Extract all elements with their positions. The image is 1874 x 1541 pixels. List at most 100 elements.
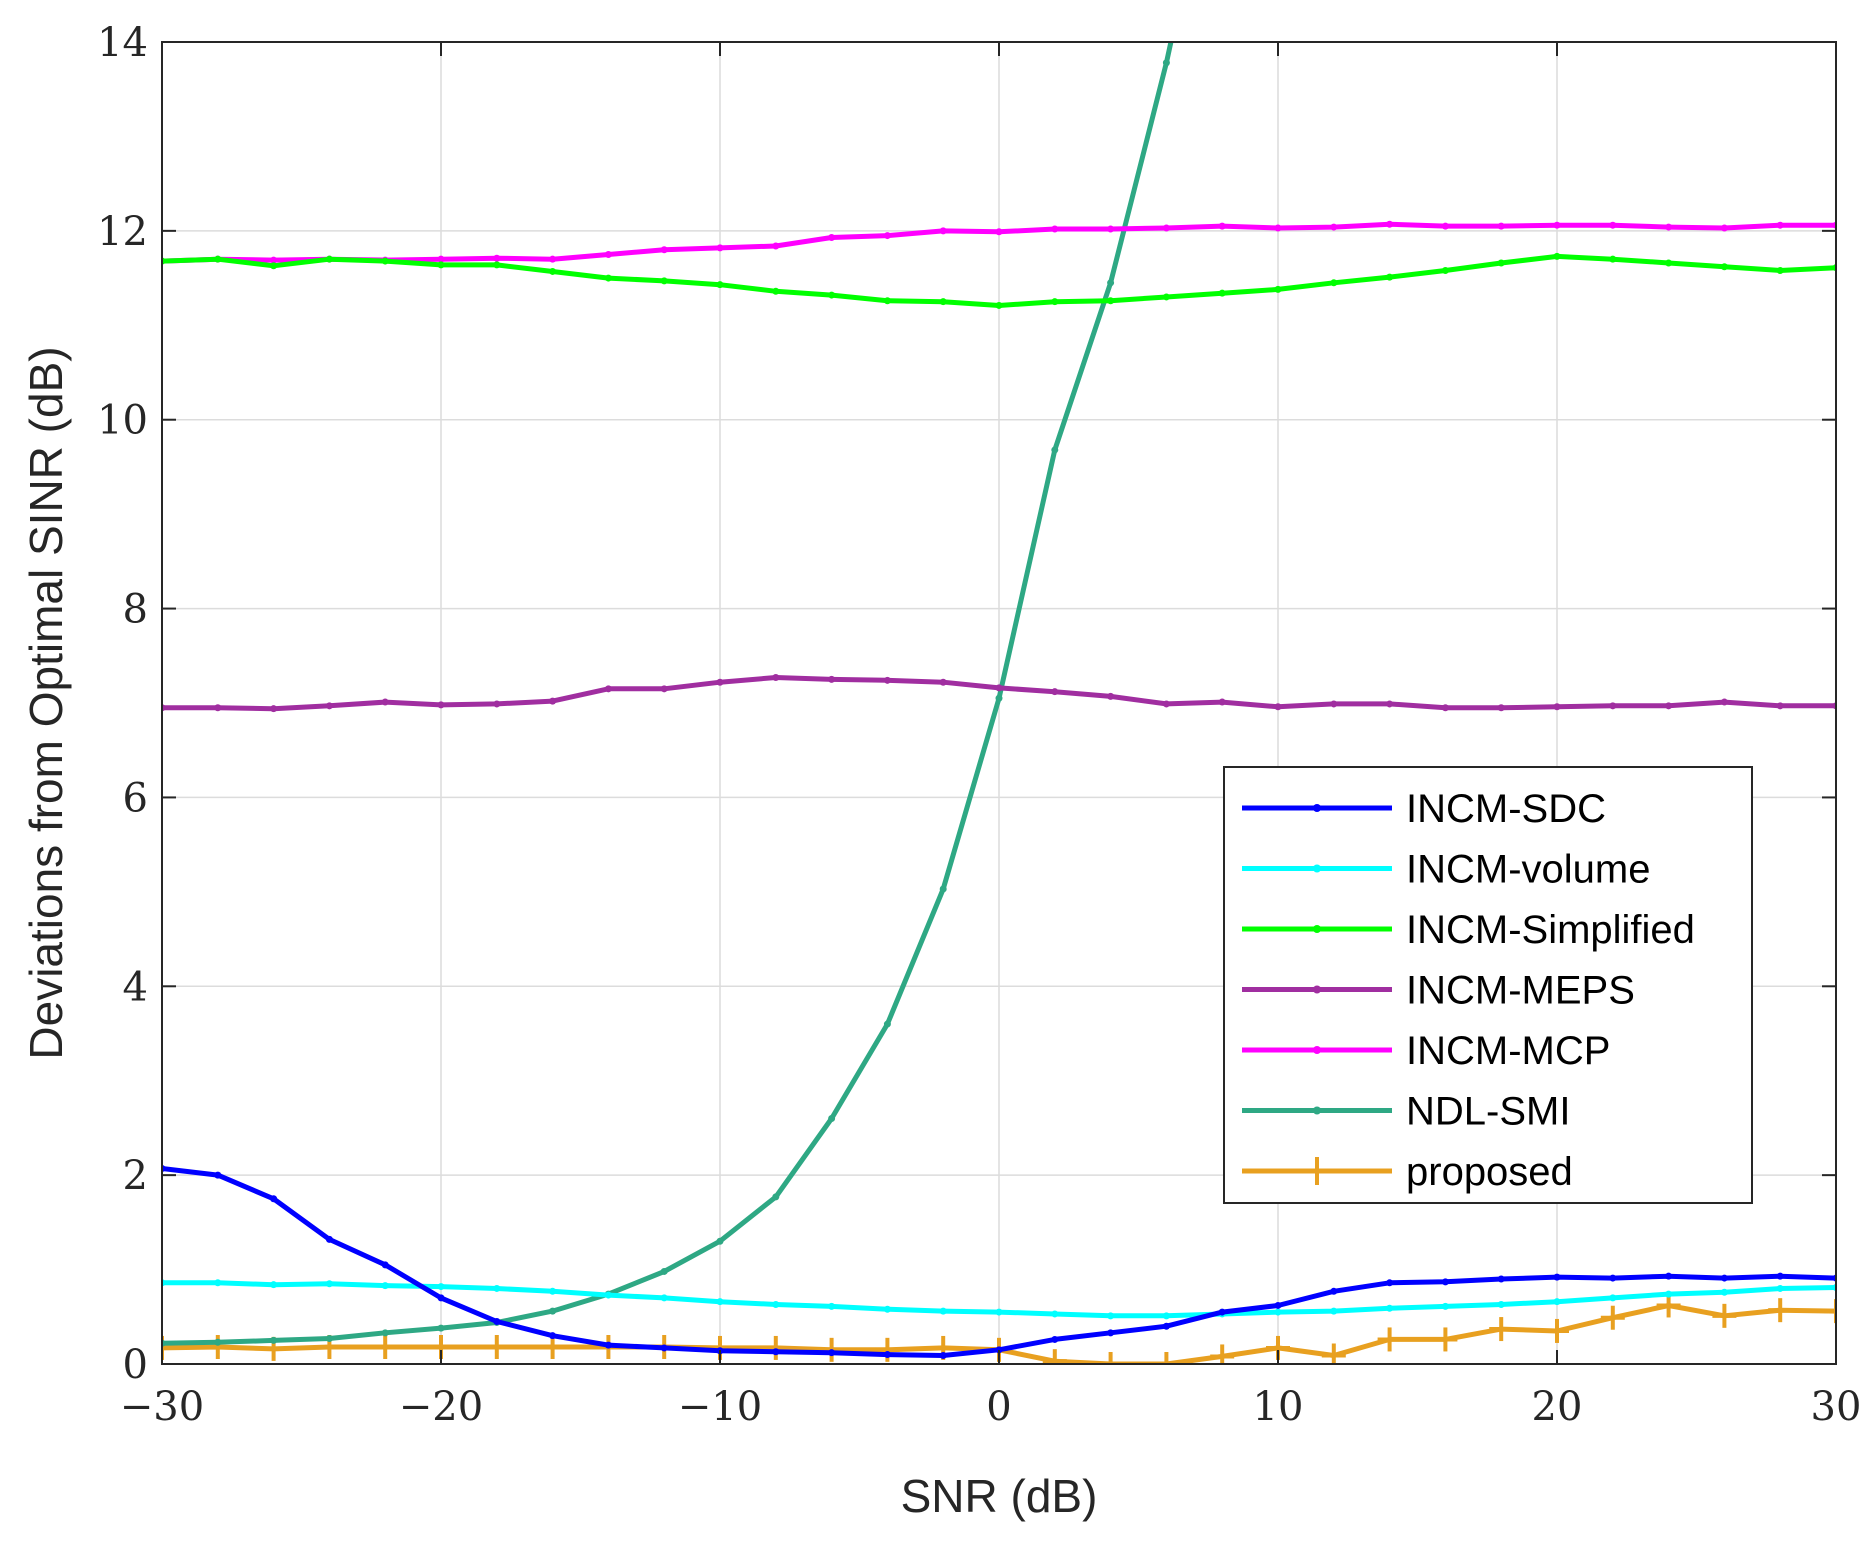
data-point (1768, 1298, 1793, 1323)
data-point (1712, 1303, 1737, 1328)
legend-item-proposed: proposed (1242, 1150, 1573, 1194)
data-point (437, 261, 445, 269)
data-point (270, 1336, 278, 1344)
data-point (1665, 223, 1673, 231)
data-point (660, 246, 668, 254)
data-point (493, 1318, 501, 1326)
data-point (828, 291, 836, 299)
data-point (549, 1332, 557, 1340)
data-point (883, 1351, 891, 1359)
data-point (604, 1291, 612, 1299)
data-point (1162, 224, 1170, 232)
data-point (1776, 1272, 1784, 1280)
data-point (1553, 703, 1561, 711)
data-point (939, 1352, 947, 1360)
data-point (1497, 222, 1505, 230)
data-point (1720, 1288, 1728, 1296)
data-point (660, 1294, 668, 1302)
y-tick-label: 8 (123, 587, 148, 633)
data-point (1441, 222, 1449, 230)
data-point (883, 676, 891, 684)
data-point (883, 232, 891, 240)
data-point (1218, 1308, 1226, 1316)
data-point (939, 1307, 947, 1315)
data-point (549, 255, 557, 263)
data-point (493, 1284, 501, 1292)
data-point (270, 262, 278, 270)
data-point (1441, 1302, 1449, 1310)
legend-item-incm-mcp: INCM-MCP (1242, 1029, 1610, 1073)
data-point (604, 685, 612, 693)
data-point (437, 1294, 445, 1302)
legend-label: INCM-Simplified (1406, 908, 1695, 952)
data-point (1377, 1327, 1402, 1352)
data-point (493, 261, 501, 269)
data-point (1162, 59, 1170, 67)
data-point (437, 701, 445, 709)
data-point (604, 274, 612, 282)
data-point (716, 244, 724, 252)
data-point (604, 250, 612, 258)
data-point (1489, 1317, 1514, 1342)
data-point (1162, 1322, 1170, 1330)
data-point (660, 1267, 668, 1275)
data-point (660, 277, 668, 285)
data-point (1107, 225, 1115, 233)
data-point (716, 1237, 724, 1245)
data-point (1609, 1274, 1617, 1282)
data-point (772, 1348, 780, 1356)
data-point (1051, 688, 1059, 696)
data-point (549, 697, 557, 705)
data-point (1386, 1279, 1394, 1287)
legend-label: INCM-MCP (1406, 1029, 1610, 1073)
data-point (437, 1324, 445, 1332)
x-tick-label: −20 (399, 1384, 483, 1430)
data-point (1776, 221, 1784, 229)
data-point (1609, 1294, 1617, 1302)
y-axis-title: Deviations from Optimal SINR (dB) (20, 346, 72, 1059)
data-point (660, 1344, 668, 1352)
data-point (1776, 702, 1784, 710)
data-point (772, 287, 780, 295)
data-point (1553, 1273, 1561, 1281)
data-point (1154, 1352, 1179, 1364)
data-point (1218, 222, 1226, 230)
data-point (1051, 225, 1059, 233)
legend-label: NDL-SMI (1406, 1090, 1570, 1134)
data-point (1720, 698, 1728, 706)
data-point (1433, 1327, 1458, 1352)
data-point (660, 685, 668, 693)
data-point (1051, 298, 1059, 306)
data-point (270, 705, 278, 713)
data-point (437, 1283, 445, 1291)
data-point (772, 674, 780, 682)
data-point (716, 1298, 724, 1306)
x-axis-title: SNR (dB) (901, 1470, 1098, 1522)
data-point (939, 885, 947, 893)
legend-label: INCM-SDC (1406, 787, 1606, 831)
data-point (214, 1171, 222, 1179)
data-point (1609, 255, 1617, 263)
data-point (939, 298, 947, 306)
data-point (1330, 1287, 1338, 1295)
data-point (828, 675, 836, 683)
data-point (1386, 273, 1394, 281)
data-point (214, 704, 222, 712)
data-point (1720, 224, 1728, 232)
legend-label: proposed (1406, 1150, 1573, 1194)
data-point (1051, 1310, 1059, 1318)
data-point (1665, 259, 1673, 267)
data-point (1497, 259, 1505, 267)
legend-box (1223, 766, 1753, 1204)
data-point (1824, 1299, 1836, 1324)
data-point (1776, 1284, 1784, 1292)
data-point (1107, 692, 1115, 700)
data-point (1162, 1312, 1170, 1320)
x-tick-label: 0 (986, 1384, 1011, 1430)
y-tick-label: 14 (97, 20, 148, 66)
data-point (1098, 1352, 1123, 1364)
series-incm-volume (162, 1279, 1836, 1320)
data-point (1274, 285, 1282, 293)
data-point (1107, 297, 1115, 305)
